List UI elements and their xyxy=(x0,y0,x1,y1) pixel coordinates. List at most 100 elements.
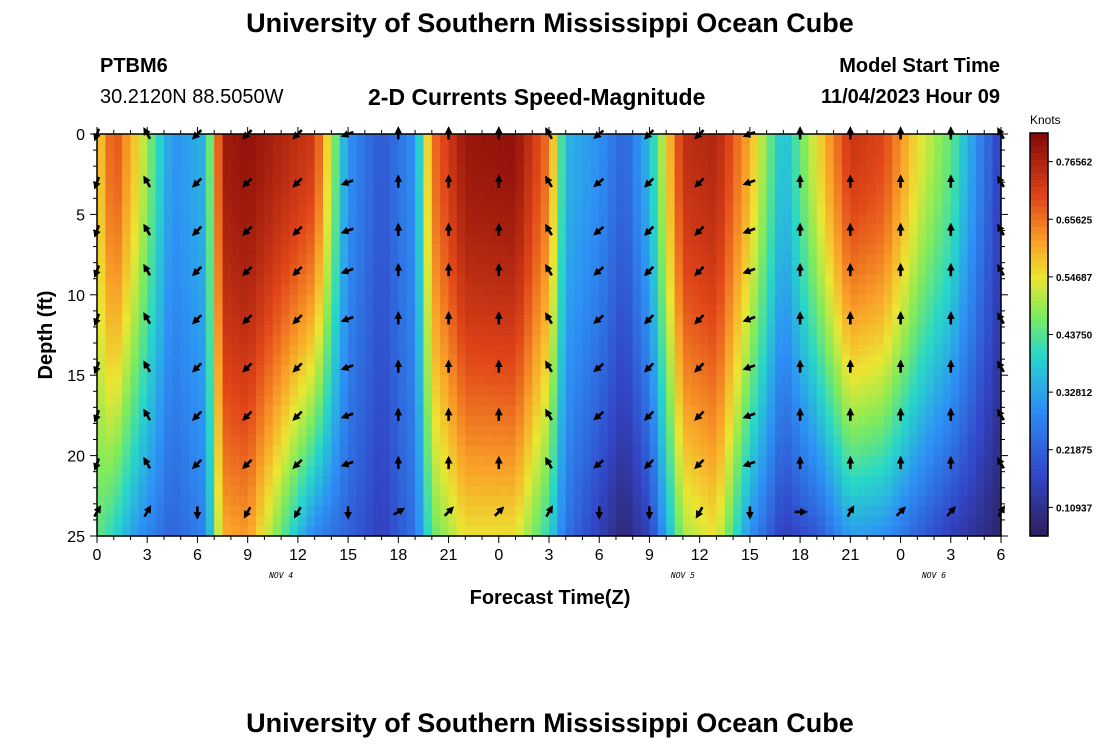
heatmap-cell xyxy=(724,254,734,266)
heatmap-cell xyxy=(590,234,600,246)
heatmap-cell xyxy=(783,505,793,517)
heatmap-cell xyxy=(172,284,182,296)
heatmap-cell xyxy=(473,224,483,236)
heatmap-cell xyxy=(147,314,157,326)
x-tick-label: 3 xyxy=(946,547,955,564)
heatmap-cell xyxy=(934,324,944,336)
heatmap-cell xyxy=(281,335,291,346)
heatmap-cell xyxy=(180,144,190,155)
heatmap-cell xyxy=(825,264,835,276)
heatmap-cell xyxy=(331,395,341,406)
heatmap-cell xyxy=(749,445,759,457)
heatmap-cell xyxy=(314,134,324,145)
heatmap-cell xyxy=(523,234,533,246)
heatmap-cell xyxy=(180,304,190,316)
heatmap-cell xyxy=(992,455,1002,467)
heatmap-cell xyxy=(205,244,215,256)
heatmap-cell xyxy=(607,274,617,286)
heatmap-cell xyxy=(590,324,600,336)
heatmap-cell xyxy=(758,365,768,376)
heatmap-cell xyxy=(791,435,801,447)
heatmap-cell xyxy=(306,415,316,427)
heatmap-cell xyxy=(97,234,106,246)
heatmap-cell xyxy=(297,214,307,226)
heatmap-cell xyxy=(875,254,885,266)
heatmap-cell xyxy=(356,184,366,195)
heatmap-cell xyxy=(934,475,944,487)
heatmap-cell xyxy=(406,405,416,416)
heatmap-cell xyxy=(331,214,341,226)
heatmap-cell xyxy=(975,284,985,296)
heatmap-cell xyxy=(172,294,182,306)
heatmap-cell xyxy=(97,164,106,175)
heatmap-cell xyxy=(373,515,383,527)
heatmap-cell xyxy=(97,144,106,155)
heatmap-cell xyxy=(892,314,902,326)
heatmap-cell xyxy=(875,134,885,145)
heatmap-cell xyxy=(155,455,165,467)
heatmap-cell xyxy=(607,375,617,386)
heatmap-cell xyxy=(984,455,994,467)
heatmap-cell xyxy=(323,144,332,155)
heatmap-cell xyxy=(465,385,475,396)
heatmap-cell xyxy=(272,274,282,286)
heatmap-cell xyxy=(574,345,584,356)
heatmap-cell xyxy=(984,385,994,396)
heatmap-cell xyxy=(808,304,818,316)
heatmap-cell xyxy=(423,164,433,175)
heatmap-cell xyxy=(130,495,140,507)
heatmap-cell xyxy=(97,365,106,376)
heatmap-cell xyxy=(599,214,609,226)
heatmap-cell xyxy=(272,254,282,266)
heatmap-cell xyxy=(657,194,667,205)
heatmap-cell xyxy=(582,445,592,457)
heatmap-cell xyxy=(917,375,927,386)
heatmap-cell xyxy=(214,284,224,296)
heatmap-cell xyxy=(992,254,1002,266)
heatmap-cell xyxy=(934,184,944,195)
heatmap-cell xyxy=(708,144,718,155)
heatmap-cell xyxy=(490,154,500,165)
heatmap-cell xyxy=(875,294,885,306)
heatmap-cell xyxy=(373,154,383,165)
heatmap-cell xyxy=(482,355,492,366)
heatmap-cell xyxy=(197,345,207,356)
heatmap-cell xyxy=(950,154,960,165)
heatmap-cell xyxy=(624,174,634,185)
heatmap-cell xyxy=(264,134,274,145)
heatmap-cell xyxy=(163,164,173,175)
heatmap-cell xyxy=(632,194,642,205)
heatmap-cell xyxy=(574,395,584,406)
heatmap-cell xyxy=(816,214,826,226)
heatmap-cell xyxy=(624,214,634,226)
heatmap-cell xyxy=(942,355,952,366)
heatmap-cell xyxy=(992,204,1002,215)
heatmap-cell xyxy=(741,345,751,356)
heatmap-cell xyxy=(440,164,450,175)
heatmap-cell xyxy=(381,184,391,195)
heatmap-cell xyxy=(281,525,291,537)
heatmap-cell xyxy=(415,465,425,477)
heatmap-cell xyxy=(197,284,207,296)
heatmap-cell xyxy=(138,154,148,165)
heatmap-cell xyxy=(205,304,215,316)
heatmap-cell xyxy=(708,445,718,457)
heatmap-cell xyxy=(557,274,567,286)
heatmap-cell xyxy=(808,385,818,396)
heatmap-cell xyxy=(574,495,584,507)
heatmap-cell xyxy=(507,254,517,266)
heatmap-cell xyxy=(917,345,927,356)
heatmap-cell xyxy=(381,425,391,437)
heatmap-cell xyxy=(657,475,667,487)
heatmap-cell xyxy=(733,154,743,165)
heatmap-cell xyxy=(800,335,810,346)
heatmap-cell xyxy=(666,465,676,477)
heatmap-cell xyxy=(105,385,115,396)
heatmap-cell xyxy=(507,224,517,236)
heatmap-cell xyxy=(649,485,659,497)
heatmap-cell xyxy=(867,244,877,256)
heatmap-cell xyxy=(808,485,818,497)
heatmap-cell xyxy=(875,425,885,437)
heatmap-cell xyxy=(557,415,567,427)
heatmap-cell xyxy=(599,525,609,537)
